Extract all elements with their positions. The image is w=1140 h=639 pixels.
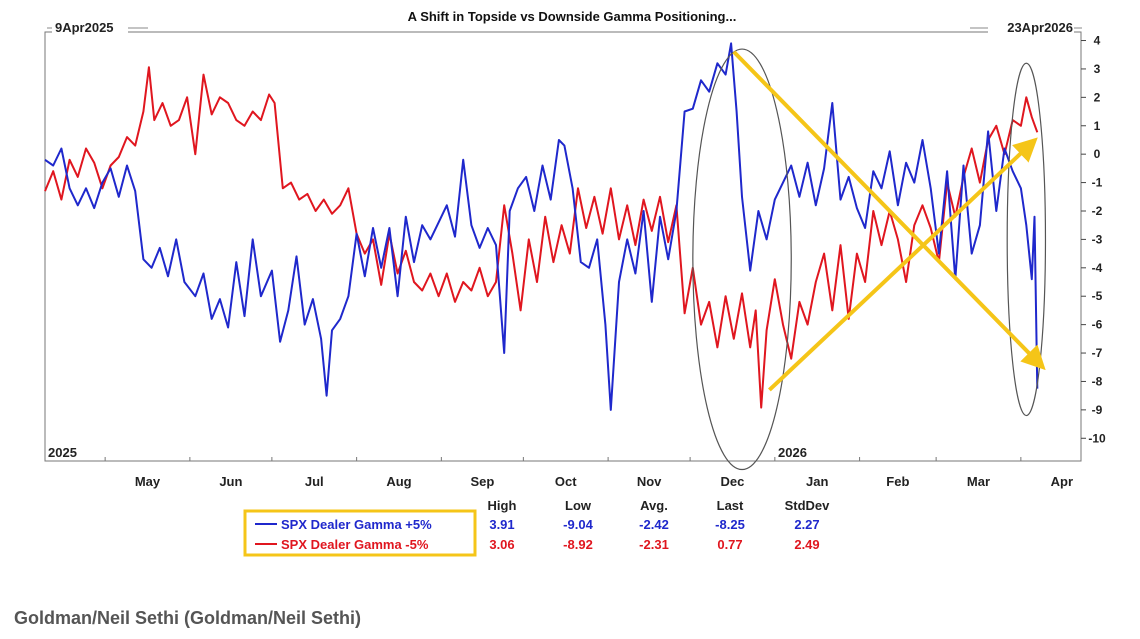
series-line-blue	[44, 42, 1039, 411]
y-axis: 4 3 2 1 0 -1 -2 -3 -4 -5 -6 -7 -8 -9 -10	[1081, 34, 1106, 445]
stats-header: StdDev	[785, 498, 831, 513]
stats-value: 3.06	[489, 537, 514, 552]
highlight-ellipse-1	[692, 48, 792, 471]
trend-arrow-2	[768, 137, 1038, 392]
stats-value: 3.91	[489, 517, 514, 532]
y-tick-label: 3	[1094, 62, 1101, 76]
y-tick-label: -7	[1092, 346, 1103, 360]
x-tick-label: Aug	[386, 474, 411, 489]
x-tick-label: Apr	[1051, 474, 1073, 489]
year-label-2026: 2026	[778, 445, 807, 460]
y-tick-label: -6	[1092, 318, 1103, 332]
end-date-label: 23Apr2026	[1007, 20, 1073, 35]
legend-label: SPX Dealer Gamma +5%	[281, 517, 432, 532]
y-tick-label: 2	[1094, 90, 1101, 104]
stats-header: Last	[717, 498, 744, 513]
stats-value: 2.49	[794, 537, 819, 552]
y-tick-label: 4	[1094, 34, 1101, 48]
y-tick-label: -5	[1092, 289, 1103, 303]
stats-value: -2.31	[639, 537, 669, 552]
stats-value: -2.42	[639, 517, 669, 532]
annotations	[692, 48, 1047, 471]
series-lines	[44, 42, 1039, 411]
highlight-ellipse-2	[1006, 62, 1047, 417]
y-tick-label: 0	[1094, 147, 1101, 161]
stats-value: -8.25	[715, 517, 745, 532]
y-tick-label: -8	[1092, 374, 1103, 388]
stats-value: -9.04	[563, 517, 593, 532]
stats-value: 0.77	[717, 537, 742, 552]
chart-title: A Shift in Topside vs Downside Gamma Pos…	[408, 9, 737, 24]
x-tick-label: Nov	[637, 474, 662, 489]
start-date-label: 9Apr2025	[55, 20, 114, 35]
y-tick-label: -2	[1092, 204, 1103, 218]
series-line-red	[44, 66, 1039, 409]
legend-highlight-box	[243, 509, 477, 557]
x-tick-label: Sep	[470, 474, 494, 489]
stats-header: High	[488, 498, 517, 513]
y-tick-label: -4	[1092, 261, 1103, 275]
stats-table: High Low Avg. Last StdDev SPX Dealer Gamma +5…	[243, 498, 831, 557]
stats-value: 2.27	[794, 517, 819, 532]
year-label-2025: 2025	[48, 445, 77, 460]
x-tick-label: Jan	[806, 474, 828, 489]
stats-header: Avg.	[640, 498, 668, 513]
y-tick-label: -10	[1088, 431, 1106, 445]
x-tick-label: Oct	[555, 474, 577, 489]
x-tick-label: Mar	[967, 474, 990, 489]
stats-header: Low	[565, 498, 592, 513]
x-tick-label: Jul	[305, 474, 324, 489]
gamma-chart: A Shift in Topside vs Downside Gamma Pos…	[44, 9, 1106, 557]
source-credit: Goldman/Neil Sethi (Goldman/Neil Sethi)	[14, 608, 362, 628]
x-tick-label: May	[135, 474, 161, 489]
y-tick-label: -1	[1092, 176, 1103, 190]
x-tick-label: Jun	[219, 474, 242, 489]
y-tick-label: -9	[1092, 403, 1103, 417]
y-tick-label: -3	[1092, 232, 1103, 246]
stats-value: -8.92	[563, 537, 593, 552]
legend-label: SPX Dealer Gamma -5%	[281, 537, 429, 552]
x-tick-label: Dec	[721, 474, 745, 489]
y-tick-label: 1	[1094, 119, 1101, 133]
trend-arrow-1	[732, 50, 1046, 371]
x-axis: May Jun Jul Aug Sep Oct Nov Dec Jan Feb Mar Apr	[104, 457, 1073, 489]
plot-frame	[44, 31, 1082, 462]
x-tick-label: Feb	[886, 474, 909, 489]
